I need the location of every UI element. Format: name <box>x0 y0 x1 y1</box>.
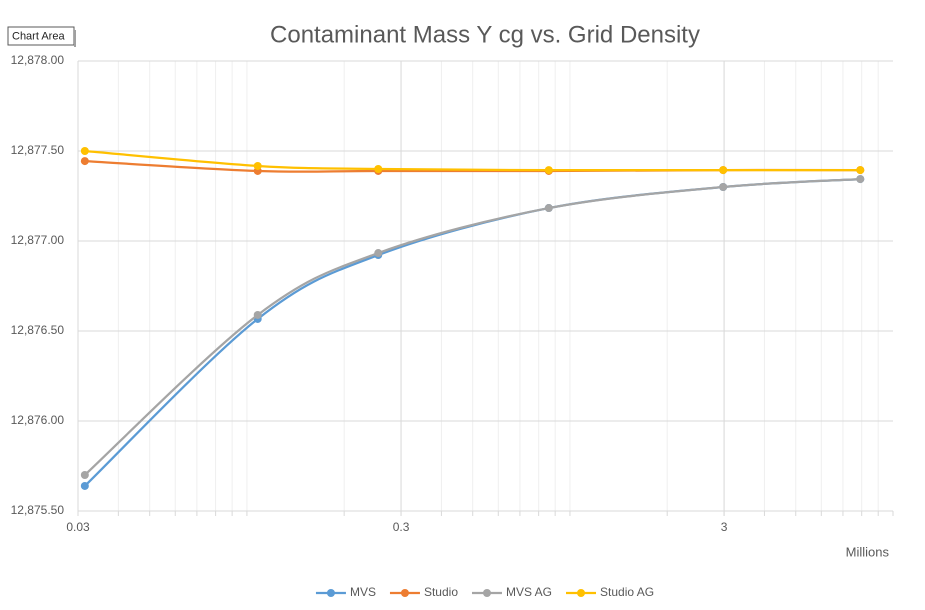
data-point <box>544 204 553 213</box>
legend-label: Studio <box>424 585 458 599</box>
y-tick-label: 12,876.50 <box>11 323 65 337</box>
tooltip-shadow <box>74 30 76 47</box>
x-tick-label: 0.3 <box>393 520 410 534</box>
x-axis-label: Millions <box>846 544 890 559</box>
data-point <box>80 481 89 490</box>
legend-swatch-marker <box>482 589 491 597</box>
series-line <box>83 149 862 172</box>
legend-label: MVS AG <box>506 585 552 599</box>
data-point <box>253 310 262 319</box>
legend-item: Studio <box>389 585 458 599</box>
legend-swatch-marker <box>400 589 409 597</box>
y-tick-label: 12,876.00 <box>11 413 65 427</box>
legend-item: Studio AG <box>566 585 654 599</box>
data-point <box>80 471 89 479</box>
series <box>80 175 865 479</box>
data-point <box>719 183 728 191</box>
data-point <box>374 165 383 173</box>
tooltip-text: Chart Area <box>12 30 65 42</box>
chart-title: Contaminant Mass Y cg vs. Grid Density <box>270 21 700 48</box>
legend-item: MVS <box>315 585 376 599</box>
legend: MVS Studio MVS AG Studio AG <box>315 585 654 599</box>
legend-item: MVS AG <box>471 585 552 599</box>
x-tick-label: 0.03 <box>66 520 90 534</box>
y-tick-label: 12,875.50 <box>11 503 65 517</box>
y-tick-label: 12,878.00 <box>11 53 65 67</box>
tooltip: Chart Area <box>7 26 76 47</box>
data-point <box>719 166 728 175</box>
legend-swatch-marker <box>326 589 335 597</box>
x-tick-label: 3 <box>721 520 728 534</box>
data-point <box>80 157 89 166</box>
legend-label: MVS <box>350 585 376 599</box>
data-point <box>374 249 383 258</box>
series <box>80 147 865 175</box>
y-tick-label: 12,877.00 <box>11 233 65 247</box>
data-point <box>856 175 865 184</box>
data-point <box>80 147 89 155</box>
data-point <box>856 166 865 175</box>
legend-label: Studio AG <box>600 585 654 599</box>
data-point <box>253 161 262 170</box>
legend-swatch-marker <box>577 589 586 597</box>
data-point <box>544 166 553 175</box>
y-tick-label: 12,877.50 <box>11 143 65 157</box>
